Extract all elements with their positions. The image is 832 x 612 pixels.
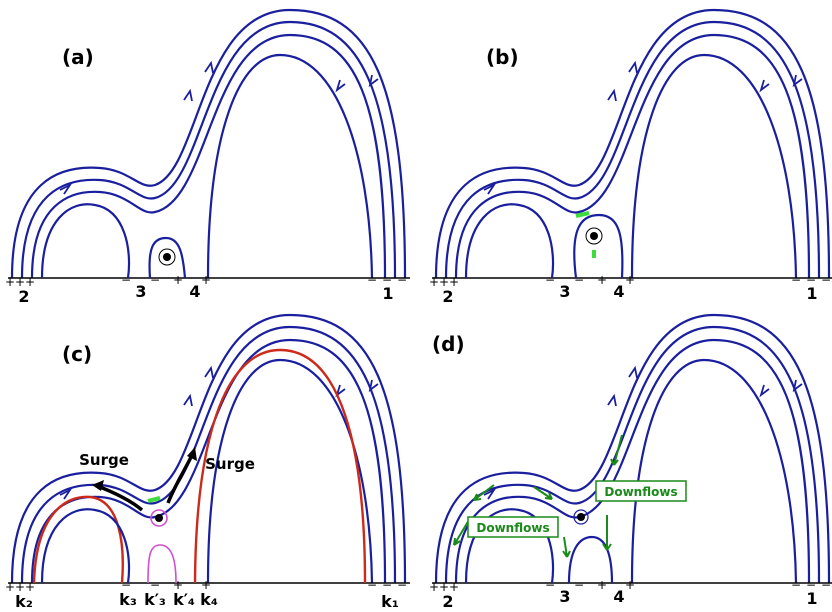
polarity-sign: −	[121, 273, 131, 287]
polarity-sign: −	[382, 578, 392, 592]
annotation: Surge	[205, 455, 255, 473]
polarity-sign: −	[821, 578, 831, 592]
polarity-sign: +	[597, 578, 607, 592]
footpoint-label: 1	[806, 284, 817, 303]
polarity-sign: −	[397, 273, 407, 287]
footpoint-label: 1	[382, 284, 393, 303]
polarity-sign: −	[150, 273, 160, 287]
reconnection-site	[576, 213, 589, 216]
reconnection-site	[148, 498, 160, 501]
footpoint-label: 2	[442, 287, 453, 306]
footpoint-label: 4	[613, 282, 624, 301]
footpoint-label: k′₄	[173, 590, 195, 609]
field-line	[42, 204, 129, 278]
field-lines	[432, 315, 832, 583]
panel-label: (c)	[62, 342, 92, 366]
figure: (a)+++−−++−−−2341 (b)+++−−++−−−2341 (c)+…	[0, 0, 832, 612]
polarity-sign: −	[574, 578, 584, 592]
panel-label: (b)	[486, 45, 519, 69]
footpoint-label: 2	[442, 592, 453, 611]
polarity-sign: −	[545, 578, 555, 592]
polarity-sign: +	[5, 275, 15, 289]
footpoint-label: k₄	[200, 590, 218, 609]
footpoint-label: k₂	[15, 592, 33, 611]
field-line	[574, 215, 622, 278]
field-line	[466, 204, 553, 278]
null-point	[155, 514, 163, 522]
polarity-sign: −	[545, 273, 555, 287]
polarity-sign: +	[5, 580, 15, 594]
footpoint-label: 3	[559, 587, 570, 606]
polarity-sign: −	[791, 578, 801, 592]
polarity-sign: +	[173, 273, 183, 287]
polarity-sign: −	[397, 578, 407, 592]
footpoint-label: 4	[189, 282, 200, 301]
polarity-sign: −	[367, 578, 377, 592]
footpoint-label: 3	[559, 282, 570, 301]
polarity-sign: +	[201, 273, 211, 287]
field-line	[569, 537, 612, 583]
panel-label: (a)	[62, 45, 94, 69]
null-point	[590, 232, 598, 240]
polarity-sign: +	[429, 580, 439, 594]
annotation: Surge	[79, 451, 129, 469]
polarity-sign: −	[821, 273, 831, 287]
null-point	[163, 253, 171, 261]
panel-label: (d)	[432, 332, 465, 356]
null-point	[577, 513, 585, 521]
polarity-sign: +	[597, 273, 607, 287]
polarity-sign: +	[625, 273, 635, 287]
footpoint-label: k₃	[119, 590, 137, 609]
footpoint-label: k′₃	[144, 590, 166, 609]
polarity-sign: −	[367, 273, 377, 287]
polarity-sign: −	[574, 273, 584, 287]
footpoint-label: 3	[135, 282, 146, 301]
footpoint-label: 2	[18, 287, 29, 306]
footpoint-label: 4	[613, 587, 624, 606]
footpoint-label: k₁	[381, 592, 399, 611]
polarity-sign: +	[625, 578, 635, 592]
polarity-sign: +	[429, 275, 439, 289]
footpoint-label: 1	[806, 589, 817, 608]
annotation: Downflows	[476, 521, 549, 535]
polarity-sign: −	[791, 273, 801, 287]
annotation: Downflows	[604, 485, 677, 499]
